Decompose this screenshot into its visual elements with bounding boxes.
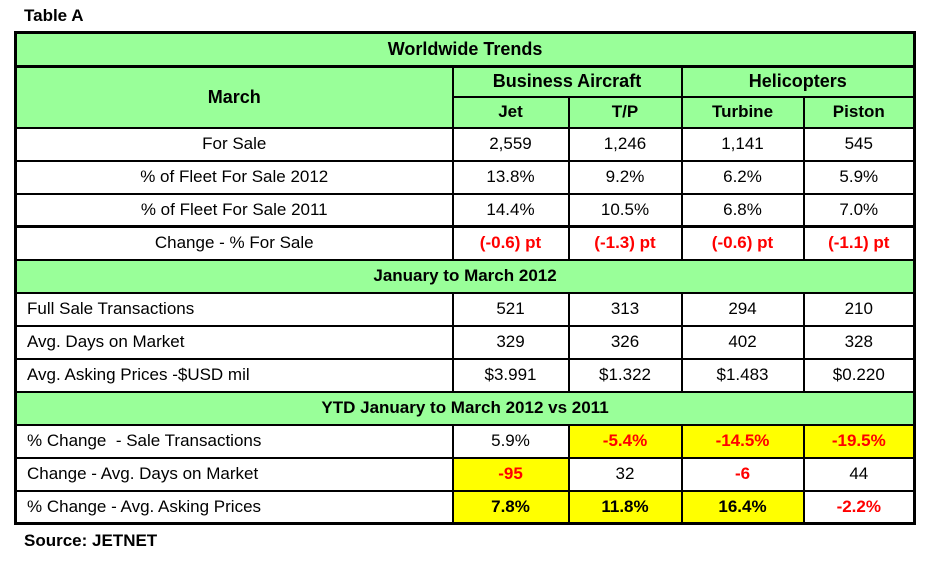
value-cell: 5.9%: [451, 423, 570, 459]
value-cell: 6.2%: [680, 159, 805, 195]
section-header: January to March 2012: [14, 258, 916, 294]
value-cell: 328: [802, 324, 916, 360]
column-header-turbine: Turbine: [680, 95, 805, 129]
row-label: Avg. Asking Prices -$USD mil: [14, 357, 454, 393]
table-row: % Change - Avg. Asking Prices 7.8% 11.8% 16…: [14, 489, 916, 525]
value-cell: 545: [802, 126, 916, 162]
value-cell: 313: [567, 291, 683, 327]
value-cell: 7.8%: [451, 489, 570, 525]
value-cell: (-1.1) pt: [802, 225, 916, 261]
table-body: For Sale 2,559 1,246 1,141 545% of Fleet For…: [14, 126, 916, 525]
value-cell: 210: [802, 291, 916, 327]
value-cell: $0.220: [802, 357, 916, 393]
table-row: % of Fleet For Sale 2012 13.8% 9.2% 6.2% 5.9…: [14, 159, 916, 195]
value-cell: 11.8%: [567, 489, 683, 525]
page: Table A Worldwide Trends March Business …: [14, 6, 917, 550]
value-cell: 521: [451, 291, 570, 327]
table-row: Change - Avg. Days on Market -95 32 -6 44: [14, 456, 916, 492]
table-header-block: Worldwide Trends March Business Aircraft…: [14, 31, 916, 129]
value-cell: -6: [680, 456, 805, 492]
table-row: Full Sale Transactions 521 313 294 210: [14, 291, 916, 327]
value-cell: (-1.3) pt: [567, 225, 683, 261]
value-cell: (-0.6) pt: [680, 225, 805, 261]
column-header-piston: Piston: [802, 95, 916, 129]
column-header-jet: Jet: [451, 95, 570, 129]
value-cell: 2,559: [451, 126, 570, 162]
table-row: For Sale 2,559 1,246 1,141 545: [14, 126, 916, 162]
value-cell: 1,246: [567, 126, 683, 162]
table-row: Avg. Asking Prices -$USD mil $3.991 $1.322…: [14, 357, 916, 393]
value-cell: -95: [451, 456, 570, 492]
group-header-business-aircraft: Business Aircraft: [451, 65, 683, 98]
section-header-worldwide-trends: Worldwide Trends: [14, 31, 916, 68]
value-cell: -19.5%: [802, 423, 916, 459]
value-cell: $1.483: [680, 357, 805, 393]
row-label: % of Fleet For Sale 2012: [14, 159, 454, 195]
table-row: % Change - Sale Transactions 5.9% -5.4% -14…: [14, 423, 916, 459]
section-header-row: January to March 2012: [14, 258, 916, 294]
value-cell: 6.8%: [680, 192, 805, 228]
value-cell: 1,141: [680, 126, 805, 162]
value-cell: 16.4%: [680, 489, 805, 525]
table-row: Change - % For Sale (-0.6) pt (-1.3) pt (-0…: [14, 225, 916, 261]
value-cell: 5.9%: [802, 159, 916, 195]
row-label: % of Fleet For Sale 2011: [14, 192, 454, 228]
value-cell: -14.5%: [680, 423, 805, 459]
group-header-helicopters: Helicopters: [680, 65, 916, 98]
value-cell: 402: [680, 324, 805, 360]
value-cell: 44: [802, 456, 916, 492]
worldwide-trends-table: Worldwide Trends March Business Aircraft…: [14, 31, 917, 525]
row-label: Change - Avg. Days on Market: [14, 456, 454, 492]
table-row: Avg. Days on Market 329 326 402 328: [14, 324, 916, 360]
value-cell: 329: [451, 324, 570, 360]
value-cell: 10.5%: [567, 192, 683, 228]
table-title: Table A: [24, 6, 84, 25]
row-label: Change - % For Sale: [14, 225, 454, 261]
value-cell: 326: [567, 324, 683, 360]
value-cell: 13.8%: [451, 159, 570, 195]
column-header-row: Jet T/P Turbine Piston: [16, 95, 916, 129]
column-header-tp: T/P: [567, 95, 683, 129]
row-label: For Sale: [14, 126, 454, 162]
row-label: Full Sale Transactions: [14, 291, 454, 327]
section-header-row: YTD January to March 2012 vs 2011: [14, 390, 916, 426]
section-header: YTD January to March 2012 vs 2011: [14, 390, 916, 426]
value-cell: (-0.6) pt: [451, 225, 570, 261]
row-label: % Change - Sale Transactions: [14, 423, 454, 459]
value-cell: -2.2%: [802, 489, 916, 525]
row-label: Avg. Days on Market: [14, 324, 454, 360]
value-cell: 32: [567, 456, 683, 492]
value-cell: $3.991: [451, 357, 570, 393]
table-row: % of Fleet For Sale 2011 14.4% 10.5% 6.8% 7.…: [14, 192, 916, 228]
value-cell: 7.0%: [802, 192, 916, 228]
value-cell: 9.2%: [567, 159, 683, 195]
source-note: Source: JETNET: [24, 531, 158, 550]
value-cell: 294: [680, 291, 805, 327]
value-cell: $1.322: [567, 357, 683, 393]
value-cell: -5.4%: [567, 423, 683, 459]
value-cell: 14.4%: [451, 192, 570, 228]
period-header-march: March: [14, 65, 454, 129]
table-header-row: Worldwide Trends: [14, 31, 916, 68]
group-header-row: March Business Aircraft Helicopters: [14, 65, 916, 129]
row-label: % Change - Avg. Asking Prices: [14, 489, 454, 525]
